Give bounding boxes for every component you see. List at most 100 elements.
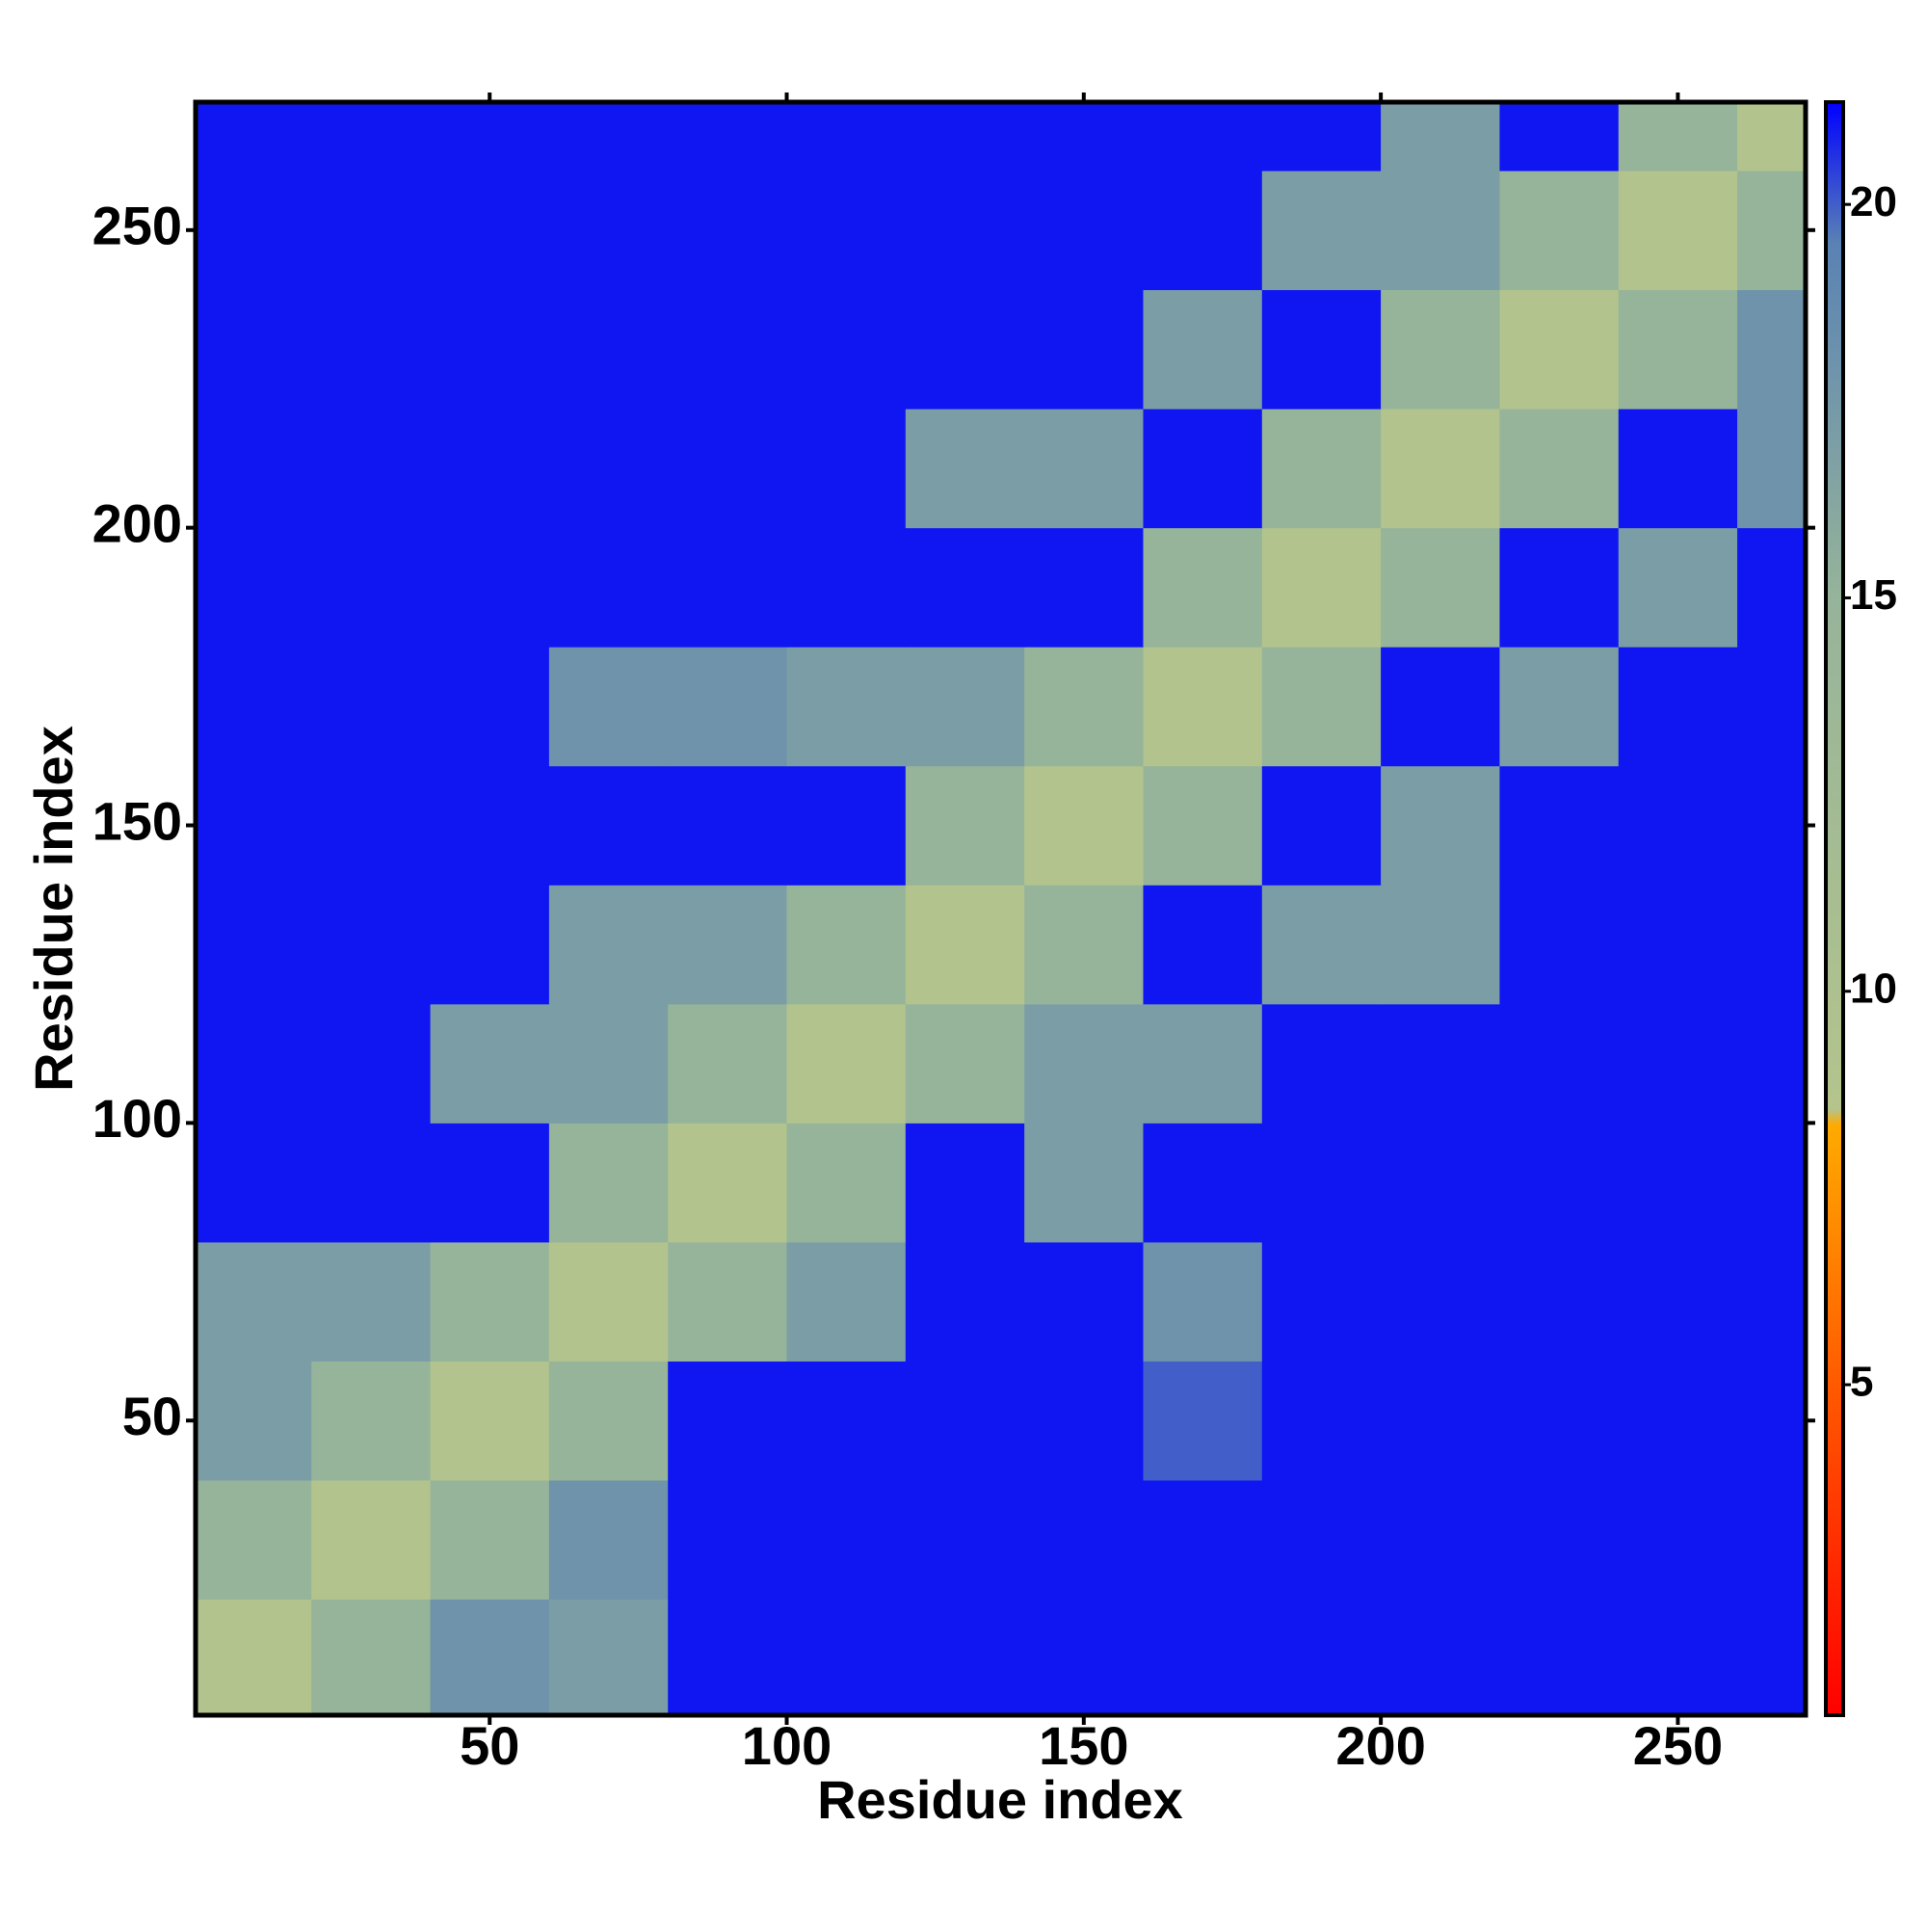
- heatmap-cell: [905, 1361, 1025, 1481]
- heatmap-cell: [196, 409, 312, 529]
- heatmap-cell: [1618, 1599, 1738, 1715]
- heatmap-cell: [1381, 102, 1500, 172]
- heatmap-cell: [1737, 765, 1806, 886]
- heatmap-cell: [1143, 409, 1263, 529]
- heatmap-cell: [1261, 1599, 1382, 1715]
- heatmap-cell: [905, 102, 1025, 172]
- heatmap-cell: [1737, 527, 1806, 648]
- heatmap-cell: [196, 1123, 312, 1243]
- heatmap-cell: [1499, 171, 1620, 291]
- heatmap-cell: [1737, 647, 1806, 767]
- heatmap-cell: [905, 1123, 1025, 1243]
- heatmap-cell: [905, 885, 1025, 1005]
- heatmap-cell: [430, 527, 550, 648]
- heatmap-cell: [430, 102, 550, 172]
- heatmap-cell: [1499, 1003, 1620, 1124]
- heatmap-cell: [1143, 1599, 1263, 1715]
- heatmap-cell: [1499, 1241, 1620, 1362]
- heatmap-cell: [1143, 1003, 1263, 1124]
- heatmap-cell: [1381, 1361, 1500, 1481]
- heatmap-cell: [668, 1123, 788, 1243]
- heatmap-cell: [786, 289, 907, 410]
- heatmap-cell: [668, 765, 788, 886]
- heatmap-cell: [311, 885, 432, 1005]
- heatmap-cell: [786, 527, 907, 648]
- heatmap-cell: [196, 1241, 312, 1362]
- heatmap-cell: [786, 647, 907, 767]
- heatmap-cell: [430, 647, 550, 767]
- heatmap-cell: [1261, 1361, 1382, 1481]
- heatmap-cell: [1737, 171, 1806, 291]
- heatmap-cell: [1024, 1003, 1144, 1124]
- heatmap-cell: [196, 1003, 312, 1124]
- heatmap-cell: [1381, 289, 1500, 410]
- colorbar: [1824, 100, 1845, 1717]
- heatmap-cell: [1618, 527, 1738, 648]
- heatmap-cell: [548, 1123, 669, 1243]
- heatmap-cell: [668, 171, 788, 291]
- heatmap-cell: [1499, 1599, 1620, 1715]
- heatmap-cell: [905, 647, 1025, 767]
- heatmap-cell: [668, 885, 788, 1005]
- heatmap-cell: [1261, 289, 1382, 410]
- heatmap-cell: [1143, 1123, 1263, 1243]
- heatmap-cell: [548, 289, 669, 410]
- heatmap-cell: [1143, 289, 1263, 410]
- x-tick-label: 100: [742, 1715, 832, 1776]
- heatmap-cell: [1499, 289, 1620, 410]
- heatmap-cell: [668, 1599, 788, 1715]
- heatmap-cell: [1499, 885, 1620, 1005]
- y-tick-label: 150: [92, 790, 182, 851]
- heatmap-cell: [786, 409, 907, 529]
- heatmap-cell: [1024, 885, 1144, 1005]
- heatmap-cell: [430, 171, 550, 291]
- heatmap-cell: [1737, 1480, 1806, 1601]
- heatmap-cell: [311, 527, 432, 648]
- colorbar-tick-label: 5: [1850, 1359, 1873, 1406]
- heatmap-cell: [548, 409, 669, 529]
- heatmap-cell: [196, 647, 312, 767]
- heatmap-cell: [196, 1599, 312, 1715]
- heatmap-cell: [1737, 1599, 1806, 1715]
- heatmap-cell: [1618, 289, 1738, 410]
- heatmap-cell: [430, 289, 550, 410]
- heatmap-cell: [786, 765, 907, 886]
- heatmap-cell: [1024, 1599, 1144, 1715]
- heatmap-cell: [430, 1003, 550, 1124]
- heatmap-cell: [1024, 1361, 1144, 1481]
- heatmap-cell: [1381, 1003, 1500, 1124]
- plot-frame: [193, 99, 1808, 1718]
- heatmap-cell: [311, 1361, 432, 1481]
- heatmap-cell: [311, 409, 432, 529]
- heatmap-cell: [1024, 409, 1144, 529]
- heatmap-cell: [905, 527, 1025, 648]
- heatmap-cell: [1261, 1480, 1382, 1601]
- heatmap-cell: [1143, 885, 1263, 1005]
- heatmap-cell: [548, 1361, 669, 1481]
- heatmap-cell: [1737, 1361, 1806, 1481]
- heatmap-cell: [1618, 1241, 1738, 1362]
- heatmap-cell: [1143, 171, 1263, 291]
- heatmap-cell: [548, 102, 669, 172]
- y-tick-label: 100: [92, 1088, 182, 1149]
- heatmap-cell: [1143, 765, 1263, 886]
- heatmap-cell: [786, 885, 907, 1005]
- heatmap-cell: [196, 765, 312, 886]
- heatmap-cell: [786, 1123, 907, 1243]
- heatmap-cell: [1143, 1241, 1263, 1362]
- heatmap-cell: [1261, 409, 1382, 529]
- heatmap-cell: [1024, 1123, 1144, 1243]
- heatmap-cell: [1024, 171, 1144, 291]
- heatmap-cell: [786, 171, 907, 291]
- heatmap-cell: [905, 1241, 1025, 1362]
- heatmap-cell: [668, 289, 788, 410]
- heatmap-cell: [548, 1241, 669, 1362]
- heatmap-cell: [548, 1480, 669, 1601]
- heatmap-cell: [1143, 1361, 1263, 1481]
- heatmap-cell: [905, 765, 1025, 886]
- heatmap-cell: [1737, 1123, 1806, 1243]
- heatmap-cell: [311, 1003, 432, 1124]
- heatmap-cell: [196, 102, 312, 172]
